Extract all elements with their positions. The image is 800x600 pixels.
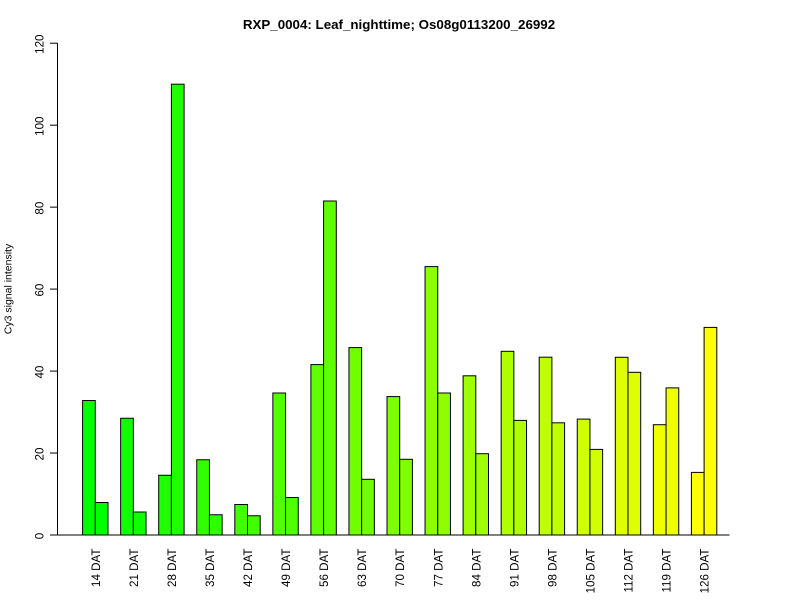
svg-text:112 DAT: 112 DAT: [623, 549, 636, 593]
svg-text:120: 120: [34, 35, 47, 54]
svg-text:84 DAT: 84 DAT: [470, 549, 483, 587]
svg-text:40: 40: [34, 366, 47, 379]
svg-text:80: 80: [34, 202, 47, 215]
svg-text:35 DAT: 35 DAT: [204, 549, 217, 587]
svg-text:28 DAT: 28 DAT: [166, 549, 179, 587]
svg-text:20: 20: [34, 448, 47, 461]
svg-text:70 DAT: 70 DAT: [394, 549, 407, 587]
svg-text:14 DAT: 14 DAT: [90, 549, 103, 587]
svg-text:63 DAT: 63 DAT: [356, 549, 369, 587]
svg-text:42 DAT: 42 DAT: [242, 549, 255, 587]
svg-text:91 DAT: 91 DAT: [508, 549, 521, 587]
svg-text:21 DAT: 21 DAT: [128, 549, 141, 587]
svg-text:56 DAT: 56 DAT: [318, 549, 331, 587]
svg-text:77 DAT: 77 DAT: [432, 549, 445, 587]
svg-text:0: 0: [34, 533, 47, 539]
svg-text:60: 60: [34, 284, 47, 297]
svg-text:98 DAT: 98 DAT: [546, 549, 559, 587]
svg-text:Cy3 signal intensity: Cy3 signal intensity: [3, 243, 15, 334]
svg-text:119 DAT: 119 DAT: [661, 549, 674, 593]
svg-text:RXP_0004: Leaf_nighttime; Os08: RXP_0004: Leaf_nighttime; Os08g0113200_2…: [243, 17, 555, 32]
svg-text:49 DAT: 49 DAT: [280, 549, 293, 587]
svg-text:126 DAT: 126 DAT: [699, 549, 712, 594]
svg-text:105 DAT: 105 DAT: [584, 549, 597, 594]
svg-text:100: 100: [34, 116, 47, 135]
